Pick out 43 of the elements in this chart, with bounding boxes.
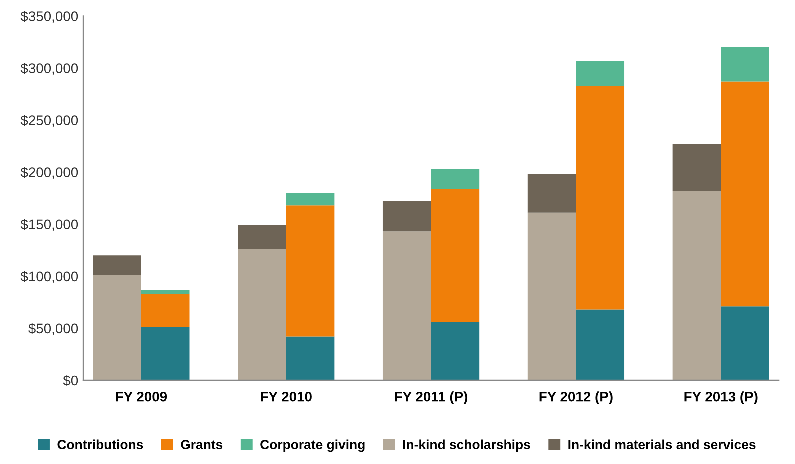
y-tick-label: $0 [63, 375, 78, 386]
y-tick-label: $50,000 [28, 323, 78, 336]
bar [286, 336, 335, 380]
bar [141, 294, 190, 328]
bar [576, 86, 625, 310]
legend-label: Contributions [58, 440, 144, 450]
bar [238, 249, 286, 380]
bar [382, 201, 432, 232]
bar [528, 212, 576, 380]
bar [576, 310, 625, 380]
x-tick-label: FY 2009 [116, 392, 168, 402]
y-tick-label: $100,000 [20, 271, 78, 284]
y-tick-label: $250,000 [20, 115, 78, 128]
y-tick-label: $150,000 [20, 219, 78, 232]
bar [286, 193, 335, 206]
bar [431, 322, 480, 380]
y-tick-label: $200,000 [20, 167, 78, 180]
bar [141, 327, 190, 380]
bar [576, 60, 625, 86]
bar [431, 169, 480, 189]
bar [721, 47, 770, 82]
legend-label: In-kind scholarships [403, 440, 530, 452]
bar [286, 206, 335, 337]
x-tick-label: FY 2013 (P) [684, 392, 758, 405]
bar [721, 82, 770, 307]
x-tick-label: FY 2010 [261, 392, 312, 402]
bar [93, 275, 142, 380]
y-tick-label: $350,000 [20, 10, 78, 24]
bar [431, 188, 480, 322]
y-tick-label: $300,000 [20, 63, 78, 76]
bar [672, 144, 722, 192]
x-tick-label: FY 2012 (P) [540, 392, 613, 405]
bar [93, 256, 142, 276]
legend-label: Grants [181, 440, 223, 450]
legend-label: Corporate giving [260, 440, 365, 452]
x-tick-label: FY 2011 (P) [395, 392, 468, 405]
bar [382, 232, 432, 380]
bar [528, 174, 576, 213]
bar [672, 191, 722, 380]
bar [238, 225, 286, 250]
bar [141, 290, 190, 294]
bar [721, 306, 770, 380]
legend-label: In-kind materials and services [568, 440, 756, 450]
